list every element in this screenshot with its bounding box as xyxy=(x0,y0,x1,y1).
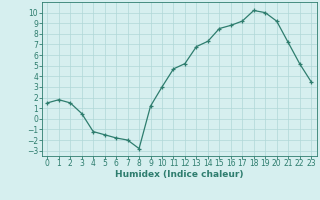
X-axis label: Humidex (Indice chaleur): Humidex (Indice chaleur) xyxy=(115,170,244,179)
